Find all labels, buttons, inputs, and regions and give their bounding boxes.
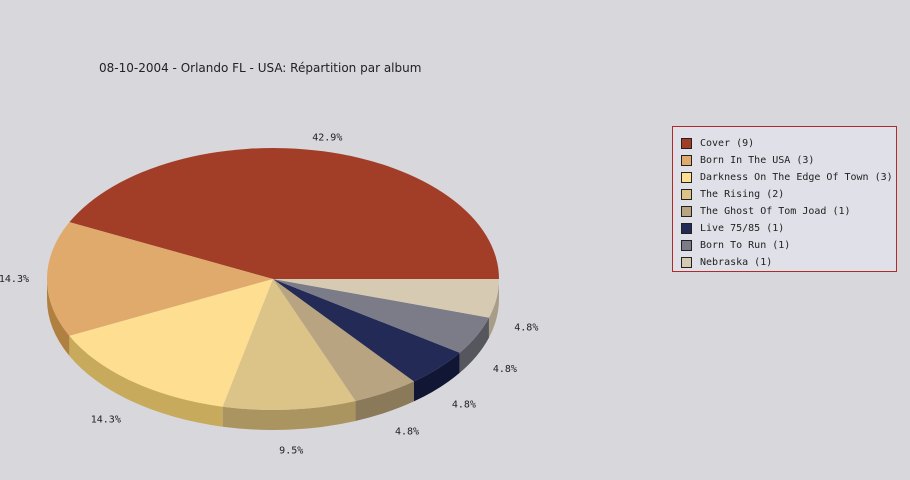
legend-item-1: Born In The USA (3) [673,152,896,169]
legend-swatch [681,189,692,200]
pie-side-1 [47,279,70,356]
legend-swatch [681,257,692,268]
pie-percent-label-1: 14.3% [0,274,29,285]
legend-label: The Rising (2) [700,189,785,200]
pie-percent-label-6: 4.8% [493,364,517,375]
pie-slice-7 [273,279,499,318]
pie-slice-0 [69,147,499,279]
legend-label: The Ghost Of Tom Joad (1) [700,206,851,217]
legend-swatch [681,138,692,149]
pie-side-7 [488,279,499,338]
chart-title: 08-10-2004 - Orlando FL - USA: Répartiti… [99,61,422,75]
legend-item-2: Darkness On The Edge Of Town (3) [673,169,896,186]
legend-item-0: Cover (9) [673,135,896,152]
legend-label: Live 75/85 (1) [700,223,785,234]
legend-label: Darkness On The Edge Of Town (3) [700,172,893,183]
pie-slice-1 [46,222,273,336]
pie-side-2 [69,335,223,427]
pie-slice-5 [273,279,460,382]
pie-percent-label-5: 4.8% [452,400,476,411]
pie-side-6 [459,317,489,373]
pie-side-group [47,279,499,430]
legend-swatch [681,240,692,251]
legend-swatch [681,155,692,166]
legend-item-4: The Ghost Of Tom Joad (1) [673,203,896,220]
legend-label: Born In The USA (3) [700,155,815,166]
legend-label: Cover (9) [700,138,755,149]
pie-slice-4 [273,279,414,401]
legend-label: Nebraska (1) [700,257,773,268]
legend-label: Born To Run (1) [700,240,791,251]
legend-item-6: Born To Run (1) [673,237,896,254]
pie-side-5 [413,352,460,402]
pie-slice-6 [273,279,489,353]
pie-percent-label-7: 4.8% [514,323,538,334]
pie-percent-label-3: 9.5% [279,446,303,457]
legend-item-7: Nebraska (1) [673,254,896,271]
pie-percent-label-4: 4.8% [395,427,419,438]
pie-slice-2 [69,279,273,407]
pie-slice-3 [222,279,356,410]
pie-percent-label-0: 42.9% [312,133,342,144]
legend: Cover (9) Born In The USA (3) Darkness On … [672,126,897,272]
legend-item-5: Live 75/85 (1) [673,220,896,237]
legend-swatch [681,172,692,183]
legend-item-3: The Rising (2) [673,186,896,203]
legend-swatch [681,223,692,234]
pie-side-3 [222,400,356,430]
legend-swatch [681,206,692,217]
pie-side-4 [355,381,414,421]
pie-percent-label-2: 14.3% [91,414,121,425]
